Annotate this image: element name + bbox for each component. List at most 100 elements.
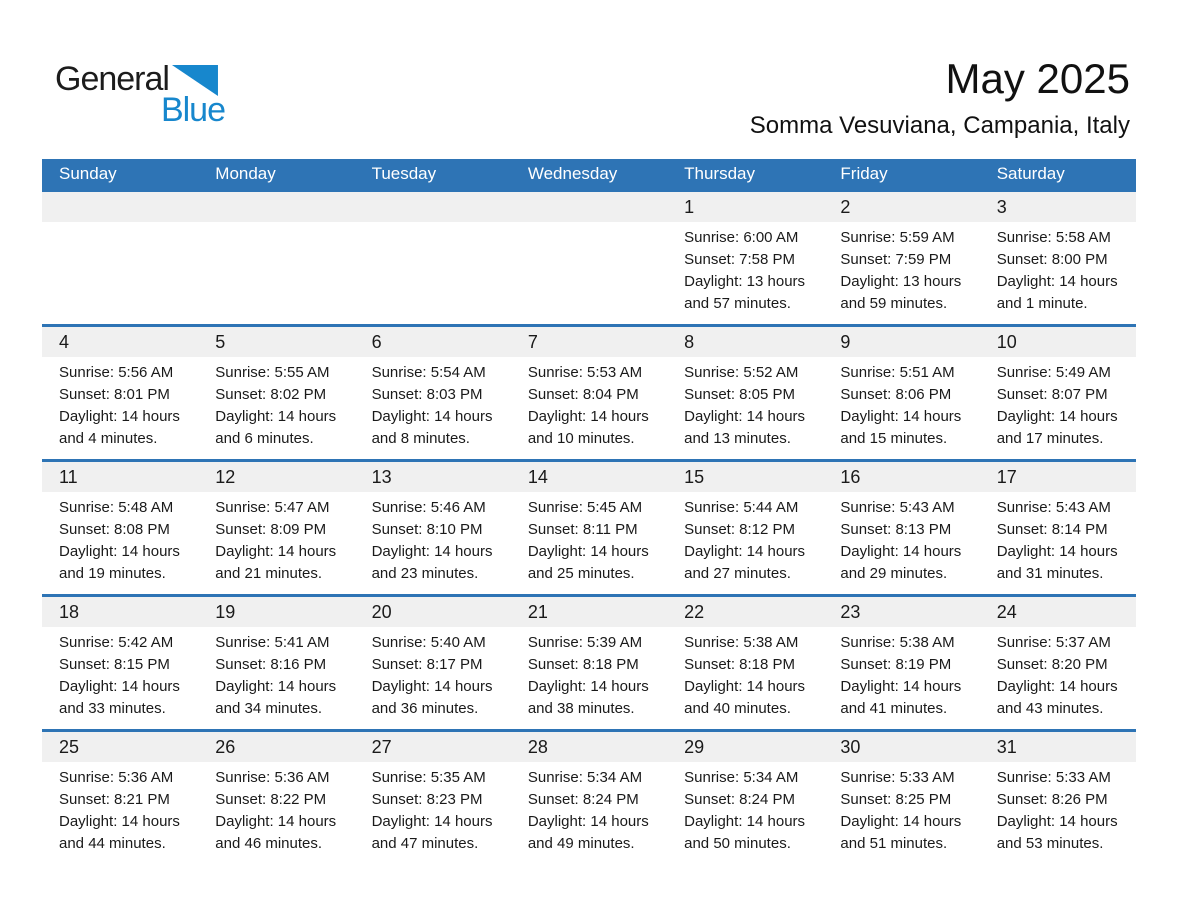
day-cell-2: 2 Sunrise: 5:59 AM Sunset: 7:59 PM Dayli… xyxy=(823,192,979,324)
daylight-text-line2: and 17 minutes. xyxy=(996,430,1104,447)
sunset-text: Sunset: 7:58 PM xyxy=(684,251,796,268)
daylight-text-line1: Daylight: 14 hours xyxy=(684,543,806,560)
daylight-text-line2: and 38 minutes. xyxy=(527,700,635,717)
sunrise-text: Sunrise: 5:37 AM xyxy=(996,634,1111,651)
day-number: 24 xyxy=(996,602,1017,622)
day-cell-18: 18 Sunrise: 5:42 AM Sunset: 8:15 PM Dayl… xyxy=(42,597,198,729)
sunrise-text: Sunrise: 5:49 AM xyxy=(996,364,1111,381)
sunset-text: Sunset: 8:21 PM xyxy=(59,791,170,808)
day-cell-1: 1 Sunrise: 6:00 AM Sunset: 7:58 PM Dayli… xyxy=(667,192,823,324)
sunset-text: Sunset: 8:00 PM xyxy=(996,251,1108,268)
daylight-text-line2: and 29 minutes. xyxy=(840,565,948,582)
daylight-text-line1: Daylight: 14 hours xyxy=(996,543,1118,560)
daylight-text-line2: and 4 minutes. xyxy=(59,430,158,447)
sunset-text: Sunset: 8:18 PM xyxy=(684,656,796,673)
day-cell-5: 5 Sunrise: 5:55 AM Sunset: 8:02 PM Dayli… xyxy=(198,327,354,459)
day-cell-8: 8 Sunrise: 5:52 AM Sunset: 8:05 PM Dayli… xyxy=(667,327,823,459)
daylight-text-line2: and 25 minutes. xyxy=(527,565,635,582)
weekday-header-sunday: Sunday xyxy=(59,164,117,183)
daylight-text-line2: and 59 minutes. xyxy=(840,295,948,312)
day-cell-10: 10 Sunrise: 5:49 AM Sunset: 8:07 PM Dayl… xyxy=(980,327,1136,459)
sunset-text: Sunset: 8:01 PM xyxy=(59,386,170,403)
daylight-text-line2: and 57 minutes. xyxy=(684,295,791,312)
sunrise-text: Sunrise: 5:42 AM xyxy=(59,634,174,651)
daylight-text-line2: and 41 minutes. xyxy=(840,700,948,717)
day-cell-27: 27 Sunrise: 5:35 AM Sunset: 8:23 PM Dayl… xyxy=(355,732,511,864)
daylight-text-line1: Daylight: 14 hours xyxy=(996,408,1118,425)
daylight-text-line1: Daylight: 14 hours xyxy=(59,543,180,560)
day-number: 28 xyxy=(527,737,548,757)
day-number: 5 xyxy=(215,332,226,352)
day-number: 10 xyxy=(996,332,1017,352)
sunrise-text: Sunrise: 5:45 AM xyxy=(527,499,643,516)
sunrise-text: Sunrise: 5:41 AM xyxy=(215,634,330,651)
week-row-1: 1 Sunrise: 6:00 AM Sunset: 7:58 PM Dayli… xyxy=(42,189,1136,324)
sunset-text: Sunset: 8:18 PM xyxy=(527,656,639,673)
sunset-text: Sunset: 8:24 PM xyxy=(527,791,639,808)
logo-text-general: General xyxy=(55,60,170,98)
day-cell-21: 21 Sunrise: 5:39 AM Sunset: 8:18 PM Dayl… xyxy=(511,597,667,729)
weekday-header-thursday: Thursday xyxy=(684,164,755,183)
day-cell-22: 22 Sunrise: 5:38 AM Sunset: 8:18 PM Dayl… xyxy=(667,597,823,729)
weekday-header-row: Sunday Monday Tuesday Wednesday Thursday… xyxy=(42,159,1136,189)
daylight-text-line1: Daylight: 14 hours xyxy=(371,543,493,560)
sunrise-text: Sunrise: 5:34 AM xyxy=(684,769,799,786)
sunset-text: Sunset: 8:02 PM xyxy=(215,386,327,403)
daylight-text-line1: Daylight: 14 hours xyxy=(59,408,180,425)
daylight-text-line2: and 6 minutes. xyxy=(215,430,314,447)
sunrise-text: Sunrise: 5:53 AM xyxy=(527,364,643,381)
empty-cell xyxy=(198,192,354,324)
sunset-text: Sunset: 8:12 PM xyxy=(684,521,796,538)
sunrise-text: Sunrise: 5:33 AM xyxy=(996,769,1111,786)
month-title: May 2025 xyxy=(945,55,1130,102)
sunset-text: Sunset: 8:09 PM xyxy=(215,521,327,538)
day-number: 1 xyxy=(684,197,695,217)
sunset-text: Sunset: 8:15 PM xyxy=(59,656,170,673)
sunset-text: Sunset: 8:11 PM xyxy=(527,521,638,538)
day-cell-25: 25 Sunrise: 5:36 AM Sunset: 8:21 PM Dayl… xyxy=(42,732,198,864)
sunrise-text: Sunrise: 5:55 AM xyxy=(215,364,330,381)
day-cell-26: 26 Sunrise: 5:36 AM Sunset: 8:22 PM Dayl… xyxy=(198,732,354,864)
sunrise-text: Sunrise: 5:54 AM xyxy=(371,364,486,381)
sunrise-text: Sunrise: 5:38 AM xyxy=(840,634,955,651)
sunset-text: Sunset: 8:19 PM xyxy=(840,656,952,673)
sunset-text: Sunset: 8:14 PM xyxy=(996,521,1108,538)
day-cell-4: 4 Sunrise: 5:56 AM Sunset: 8:01 PM Dayli… xyxy=(42,327,198,459)
day-number: 27 xyxy=(371,737,392,757)
day-number: 6 xyxy=(371,332,382,352)
daylight-text-line1: Daylight: 14 hours xyxy=(840,813,962,830)
day-number: 30 xyxy=(840,737,861,757)
day-cell-20: 20 Sunrise: 5:40 AM Sunset: 8:17 PM Dayl… xyxy=(355,597,511,729)
day-number: 22 xyxy=(684,602,705,622)
daylight-text-line2: and 43 minutes. xyxy=(996,700,1104,717)
day-cell-13: 13 Sunrise: 5:46 AM Sunset: 8:10 PM Dayl… xyxy=(355,462,511,594)
daylight-text-line2: and 31 minutes. xyxy=(996,565,1104,582)
sunset-text: Sunset: 8:03 PM xyxy=(371,386,483,403)
day-number: 7 xyxy=(527,332,538,352)
daylight-text-line1: Daylight: 14 hours xyxy=(371,408,493,425)
day-number: 9 xyxy=(840,332,851,352)
sunrise-text: Sunrise: 5:46 AM xyxy=(371,499,486,516)
daylight-text-line2: and 40 minutes. xyxy=(684,700,791,717)
day-number: 21 xyxy=(527,602,548,622)
daylight-text-line2: and 13 minutes. xyxy=(684,430,791,447)
daylight-text-line2: and 49 minutes. xyxy=(527,835,635,852)
day-cell-11: 11 Sunrise: 5:48 AM Sunset: 8:08 PM Dayl… xyxy=(42,462,198,594)
day-number: 13 xyxy=(371,467,392,487)
day-number: 20 xyxy=(371,602,392,622)
daylight-text-line1: Daylight: 14 hours xyxy=(684,408,806,425)
day-number xyxy=(528,192,661,222)
empty-cell xyxy=(42,192,198,324)
daylight-text-line1: Daylight: 14 hours xyxy=(996,678,1118,695)
day-number: 19 xyxy=(215,602,236,622)
empty-cell xyxy=(511,192,667,324)
sunrise-text: Sunrise: 5:35 AM xyxy=(371,769,486,786)
daylight-text-line2: and 8 minutes. xyxy=(371,430,470,447)
day-cell-24: 24 Sunrise: 5:37 AM Sunset: 8:20 PM Dayl… xyxy=(980,597,1136,729)
day-cell-19: 19 Sunrise: 5:41 AM Sunset: 8:16 PM Dayl… xyxy=(198,597,354,729)
daylight-text-line1: Daylight: 14 hours xyxy=(684,678,806,695)
sunset-text: Sunset: 8:23 PM xyxy=(371,791,483,808)
day-number: 25 xyxy=(59,737,80,757)
daylight-text-line1: Daylight: 14 hours xyxy=(527,813,649,830)
